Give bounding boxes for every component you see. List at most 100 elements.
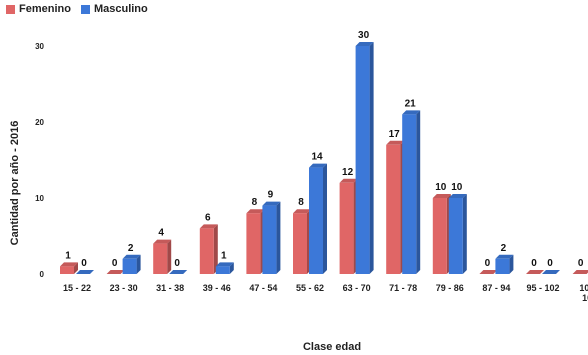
data-label-femenino-87-94: 0 — [485, 258, 491, 269]
bar-femenino-79-86 — [432, 198, 447, 274]
x-tick-label: 63 - 70 — [343, 283, 371, 293]
bar-top-femenino-71-78 — [386, 140, 405, 145]
legend-label-masculino: Masculino — [93, 3, 148, 15]
data-label-femenino-23-30: 0 — [112, 258, 118, 269]
data-label-femenino-55-62: 8 — [298, 197, 304, 208]
bar-top-femenino-79-86 — [432, 194, 451, 198]
bar-top-femenino-87-94 — [479, 270, 498, 274]
bar-femenino-31-38 — [153, 243, 168, 274]
x-tick-label: 23 - 30 — [110, 283, 138, 293]
bar-femenino-39-46 — [199, 228, 214, 274]
x-tick-label: 55 - 62 — [296, 283, 324, 293]
x-tick-label: 107 — [582, 293, 588, 303]
legend-item-femenino: Femenino — [6, 3, 71, 15]
bar-top-masculino-23-30 — [122, 254, 141, 259]
bar-masculino-87-94 — [495, 258, 510, 274]
bar-masculino-63-70 — [355, 46, 370, 274]
x-tick-label: 39 - 46 — [203, 283, 231, 293]
bar-top-femenino-31-38 — [153, 239, 172, 244]
bar-top-masculino-47-54 — [262, 201, 281, 206]
bar-side-masculino-79-86 — [462, 194, 467, 274]
bar-masculino-47-54 — [262, 205, 277, 274]
x-tick-label: 47 - 54 — [249, 283, 277, 293]
bar-top-masculino-71-78 — [402, 110, 421, 115]
bar-femenino-71-78 — [386, 144, 401, 274]
y-axis-title: Cantidad por año - 2016 — [9, 121, 21, 246]
bar-top-femenino-39-46 — [199, 224, 218, 229]
bar-side-masculino-63-70 — [369, 42, 374, 274]
data-label-femenino-79-86: 10 — [435, 182, 447, 193]
bar-top-femenino-103-107 — [572, 270, 588, 274]
y-tick-label: 30 — [35, 42, 44, 51]
data-label-femenino-47-54: 8 — [252, 197, 258, 208]
data-label-masculino-71-78: 21 — [405, 98, 417, 109]
bar-top-femenino-63-70 — [339, 178, 358, 183]
bar-top-masculino-63-70 — [355, 42, 374, 46]
bar-top-masculino-87-94 — [495, 254, 514, 259]
bar-side-masculino-55-62 — [323, 163, 327, 274]
bar-masculino-39-46 — [215, 266, 230, 274]
bar-side-masculino-87-94 — [509, 254, 514, 274]
x-tick-label: 15 - 22 — [63, 283, 91, 293]
data-label-masculino-79-86: 10 — [451, 182, 463, 193]
x-tick-label: 87 - 94 — [482, 283, 510, 293]
bar-top-masculino-31-38 — [169, 270, 188, 274]
bar-side-femenino-39-46 — [213, 224, 218, 274]
data-label-femenino-31-38: 4 — [158, 228, 164, 239]
bar-top-masculino-39-46 — [215, 262, 234, 267]
data-label-femenino-95-102: 0 — [531, 258, 537, 269]
bar-masculino-55-62 — [309, 167, 323, 274]
bar-top-femenino-47-54 — [246, 209, 265, 214]
bar-masculino-71-78 — [402, 114, 417, 275]
data-label-femenino-71-78: 17 — [389, 129, 401, 140]
legend-swatch-femenino — [6, 4, 15, 14]
bar-side-femenino-15-22 — [74, 262, 78, 274]
legend-label-femenino: Femenino — [19, 3, 71, 15]
data-label-masculino-95-102: 0 — [547, 258, 553, 269]
bar-femenino-55-62 — [293, 213, 307, 274]
bar-side-masculino-23-30 — [136, 254, 141, 274]
x-tick-label: 71 - 78 — [389, 283, 417, 293]
bar-femenino-47-54 — [246, 213, 261, 274]
bar-top-masculino-95-102 — [542, 270, 560, 274]
y-tick-label: 20 — [35, 118, 44, 127]
data-label-femenino-103-107: 0 — [578, 258, 584, 269]
y-tick-label: 10 — [35, 194, 44, 203]
x-axis-title: Clase edad — [303, 341, 361, 353]
legend-swatch-masculino — [80, 4, 90, 14]
data-label-femenino-39-46: 6 — [205, 212, 211, 223]
bar-side-masculino-71-78 — [416, 110, 421, 275]
x-tick-label: 31 - 38 — [156, 283, 184, 293]
bar-side-masculino-39-46 — [229, 262, 234, 274]
bar-femenino-63-70 — [339, 182, 354, 274]
x-tick-label: 103 - — [579, 283, 588, 293]
bar-top-femenino-15-22 — [60, 262, 78, 267]
data-label-femenino-63-70: 12 — [342, 167, 354, 178]
bar-top-femenino-95-102 — [526, 270, 544, 274]
data-label-femenino-15-22: 1 — [65, 250, 71, 261]
bar-femenino-15-22 — [60, 266, 74, 274]
legend: Femenino Masculino — [6, 3, 148, 15]
bar-masculino-79-86 — [448, 198, 463, 274]
data-label-masculino-55-62: 14 — [311, 152, 323, 163]
bar-top-masculino-15-22 — [76, 270, 94, 274]
data-label-masculino-63-70: 30 — [358, 30, 370, 41]
bar-masculino-23-30 — [122, 258, 137, 274]
bar-side-masculino-47-54 — [276, 201, 281, 274]
data-label-masculino-87-94: 2 — [501, 243, 507, 254]
bar-top-femenino-23-30 — [106, 270, 125, 274]
x-tick-label: 79 - 86 — [436, 283, 464, 293]
legend-item-masculino: Masculino — [80, 3, 148, 15]
data-label-masculino-47-54: 9 — [268, 190, 274, 201]
data-label-masculino-23-30: 2 — [128, 243, 134, 254]
data-label-masculino-15-22: 0 — [81, 258, 87, 269]
bar-top-masculino-79-86 — [448, 194, 467, 198]
x-tick-label: 95 - 102 — [526, 283, 559, 293]
bar-side-femenino-31-38 — [167, 239, 172, 274]
y-tick-label: 0 — [40, 270, 45, 279]
bar-top-masculino-55-62 — [309, 163, 327, 168]
data-label-masculino-39-46: 1 — [221, 250, 227, 261]
data-label-masculino-31-38: 0 — [174, 258, 180, 269]
bar-top-femenino-55-62 — [293, 209, 311, 214]
